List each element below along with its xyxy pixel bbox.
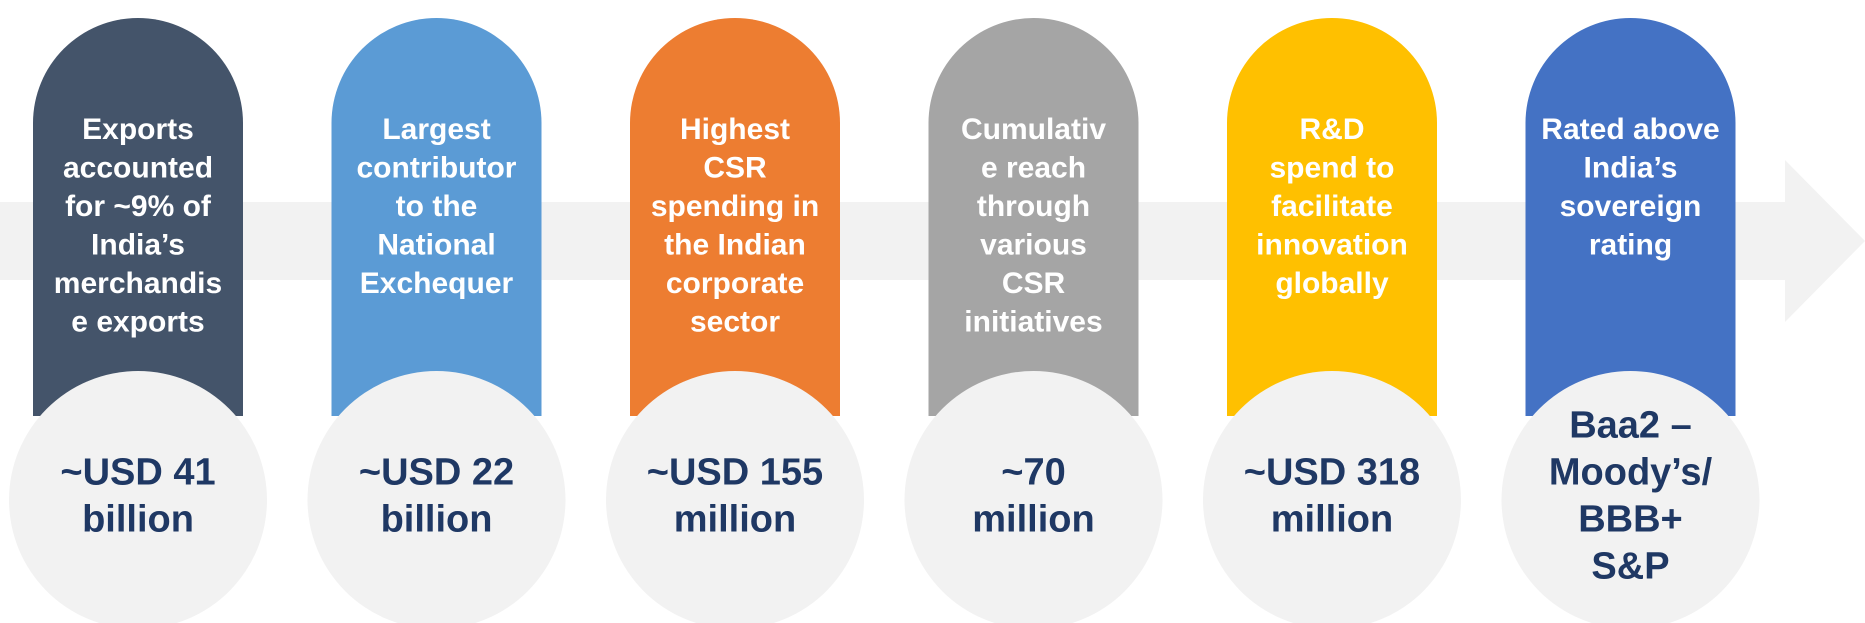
card-pill <box>1227 18 1437 416</box>
card-text: Rated above <box>1541 113 1719 146</box>
card-value: ~USD 318 <box>1244 452 1420 494</box>
card-value: million <box>1271 499 1393 541</box>
card-text: India’s <box>91 228 185 261</box>
card-text: India’s <box>1584 151 1678 184</box>
card-value: billion <box>82 499 194 541</box>
card-text: R&D <box>1300 113 1365 146</box>
card-text: through <box>977 190 1090 223</box>
value-circle <box>606 371 864 623</box>
card-value: million <box>674 499 796 541</box>
value-circle <box>1203 371 1461 623</box>
card-text: to the <box>396 190 478 223</box>
card-value: ~USD 22 <box>359 452 514 494</box>
value-circle <box>904 371 1163 623</box>
card-value: billion <box>381 499 493 541</box>
card-text: innovation <box>1256 228 1408 261</box>
value-circle <box>307 371 566 623</box>
card-text: various <box>980 228 1087 261</box>
card-text: Highest <box>680 113 790 146</box>
card-pill <box>331 17 542 416</box>
card-text: Exports <box>82 113 194 146</box>
card-text: sector <box>690 305 780 338</box>
card-text: Largest <box>382 113 490 146</box>
value-circle <box>1501 371 1760 623</box>
card-text: initiatives <box>964 305 1102 338</box>
card-value: S&P <box>1591 546 1669 588</box>
card-value: million <box>972 499 1094 541</box>
card-text: Exchequer <box>360 267 514 300</box>
card-text: CSR <box>703 151 767 184</box>
card-value: Baa2 – <box>1569 405 1692 447</box>
card-value: ~USD 155 <box>647 452 823 494</box>
card-text: spending in <box>651 190 819 223</box>
value-circle <box>9 371 267 623</box>
card-pill <box>33 18 243 416</box>
card-text: e reach <box>981 151 1086 184</box>
card-text: facilitate <box>1271 190 1393 223</box>
card-text: globally <box>1275 267 1389 300</box>
card-pill <box>630 18 840 416</box>
card-text: for ~9% of <box>65 190 212 223</box>
card-value: Moody’s/ <box>1549 452 1713 494</box>
card-value: BBB+ <box>1578 499 1683 541</box>
card-text: rating <box>1589 228 1672 261</box>
card-value: ~USD 41 <box>60 452 215 494</box>
card-pill <box>1525 17 1736 416</box>
card-value: ~70 <box>1001 452 1065 494</box>
card-text: accounted <box>63 151 213 184</box>
card-text: Cumulativ <box>961 113 1106 146</box>
card-text: sovereign <box>1560 190 1702 223</box>
card-pill <box>928 17 1139 416</box>
card-text: CSR <box>1002 267 1066 300</box>
card-text: corporate <box>666 267 804 300</box>
card-text: e exports <box>71 305 204 338</box>
card-text: National <box>377 228 495 261</box>
card-text: spend to <box>1270 151 1395 184</box>
card-text: the Indian <box>664 228 806 261</box>
card-text: contributor <box>357 151 517 184</box>
card-text: merchandis <box>54 267 222 300</box>
